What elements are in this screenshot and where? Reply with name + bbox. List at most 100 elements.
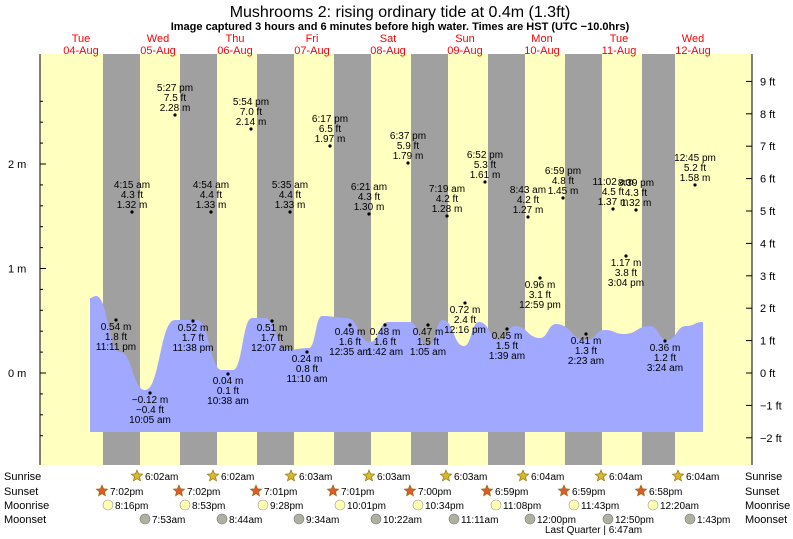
tide-point (270, 319, 274, 323)
tide-label: 6:21 am (351, 182, 387, 193)
day-name-label: Wed (147, 33, 169, 45)
moonset-icon (448, 513, 460, 525)
moonrise-time: 12:20am (660, 501, 699, 512)
tide-point (249, 127, 253, 131)
row-label-left: Sunset (4, 486, 38, 498)
row-label-right: Moonrise (745, 500, 790, 512)
right-tick-label: 2 ft (760, 303, 775, 315)
tide-point (663, 339, 667, 343)
tide-label: 0.45 m (492, 331, 523, 342)
right-tick-label: 1 ft (760, 336, 775, 348)
day-name-label: Mon (531, 33, 552, 45)
sunrise-icon (206, 469, 220, 482)
moonset-time: 10:22am (383, 515, 422, 526)
tide-label: 5:27 pm (157, 83, 193, 94)
sunset-icon (557, 484, 571, 497)
left-tick-label: 2 m (8, 159, 26, 171)
tide-label: 0.8 ft (296, 364, 318, 375)
moonrise-time: 10:34pm (425, 501, 464, 512)
right-tick-label: 4 ft (760, 238, 775, 250)
moonrise-icon (257, 499, 269, 511)
moonset-time: 12:50pm (615, 515, 654, 526)
tide-point (463, 301, 467, 305)
right-tick-label: 8 ft (760, 109, 775, 121)
tide-label: 5.2 ft (684, 163, 706, 174)
day-date-label: 09-Aug (447, 45, 482, 57)
sun-moon-rows: Sunrise Sunrise Sunset Sunset Moonrise Moonri… (4, 469, 790, 536)
tide-label: 1.7 ft (182, 333, 204, 344)
tide-label: 7.0 ft (240, 107, 262, 118)
sunrise-time: 6:03am (299, 472, 332, 483)
tide-label: 1.30 m (354, 202, 385, 213)
row-label-left: Moonset (4, 514, 46, 526)
tide-label: 4.2 ft (436, 194, 458, 205)
tide-label: 1.28 m (432, 204, 463, 215)
tide-point (693, 183, 697, 187)
moonset-time: 11:11am (461, 515, 498, 526)
tide-label: 0.47 m (413, 327, 444, 338)
sunrise-time: 6:03am (454, 472, 487, 483)
day-name-label: Tue (72, 33, 91, 45)
sunrise-time: 6:02am (221, 472, 254, 483)
tide-point (383, 323, 387, 327)
tide-label: 1.61 m (470, 170, 501, 181)
tide-label: 12:35 am (329, 347, 371, 358)
tide-point (584, 332, 588, 336)
tide-point (288, 210, 292, 214)
tide-point (538, 276, 542, 280)
tide-label: 0.36 m (650, 343, 681, 354)
chart-subtitle: Image captured 3 hours and 6 minutes bef… (171, 21, 630, 33)
tide-label: 2.4 ft (454, 315, 476, 326)
day-name-label: Sat (380, 33, 397, 45)
tide-label: −0.12 m (132, 395, 168, 406)
day-date-label: 04-Aug (63, 45, 98, 57)
sunset-icon (326, 484, 340, 497)
tide-curve (90, 296, 703, 432)
tide-point (526, 215, 530, 219)
tide-label: 4.3 ft (358, 192, 380, 203)
right-tick-label: −1 ft (760, 400, 782, 412)
tide-label: 4.3 ft (625, 188, 647, 199)
row-label-left: Sunrise (4, 471, 41, 483)
tide-label: 3.8 ft (615, 268, 637, 279)
tide-label: 2.14 m (236, 117, 267, 128)
tide-point (305, 350, 309, 354)
tide-label: 0.49 m (335, 327, 366, 338)
sunset-time: 7:02pm (110, 487, 143, 498)
right-tick-label: 3 ft (760, 271, 775, 283)
moonset-icon (370, 513, 382, 525)
left-tick-label: 0 m (8, 368, 26, 380)
sunset-time: 7:00pm (418, 487, 451, 498)
day-date-label: 05-Aug (140, 45, 175, 57)
tide-label: 1.6 ft (339, 337, 361, 348)
day-name-label: Tue (610, 33, 629, 45)
moonset-icon (602, 513, 614, 525)
tide-point (148, 391, 152, 395)
tide-point (328, 144, 332, 148)
sunset-icon (634, 484, 648, 497)
tide-point (406, 161, 410, 165)
tide-label: 4.5 ft (602, 187, 624, 198)
tide-label: 5:54 pm (233, 97, 269, 108)
tide-label: 3:24 am (647, 363, 683, 374)
tide-label: 1:42 am (367, 347, 403, 358)
moonrise-icon (647, 499, 659, 511)
tide-label: 6.5 ft (319, 124, 341, 135)
tide-label: 4.8 ft (552, 176, 574, 187)
sunset-time: 6:59pm (572, 487, 605, 498)
tide-label: 4.4 ft (200, 190, 222, 201)
moonset-icon (684, 513, 696, 525)
sunset-icon (249, 484, 263, 497)
moonrise-icon (179, 499, 191, 511)
tide-point (348, 323, 352, 327)
axes: 0 m 1 m 2 m −2 ft −1 ft 0 ft 1 ft 2 ft 3 ft 4 ft 5… (8, 54, 782, 465)
day-date-label: 08-Aug (370, 45, 405, 57)
tide-label: 1.33 m (196, 200, 227, 211)
right-tick-label: 9 ft (760, 76, 775, 88)
sunset-icon (95, 484, 109, 497)
tide-label: 0.52 m (178, 323, 209, 334)
day-name-label: Fri (306, 33, 319, 45)
tide-point (367, 212, 371, 216)
tide-point (173, 113, 177, 117)
tide-point (426, 323, 430, 327)
